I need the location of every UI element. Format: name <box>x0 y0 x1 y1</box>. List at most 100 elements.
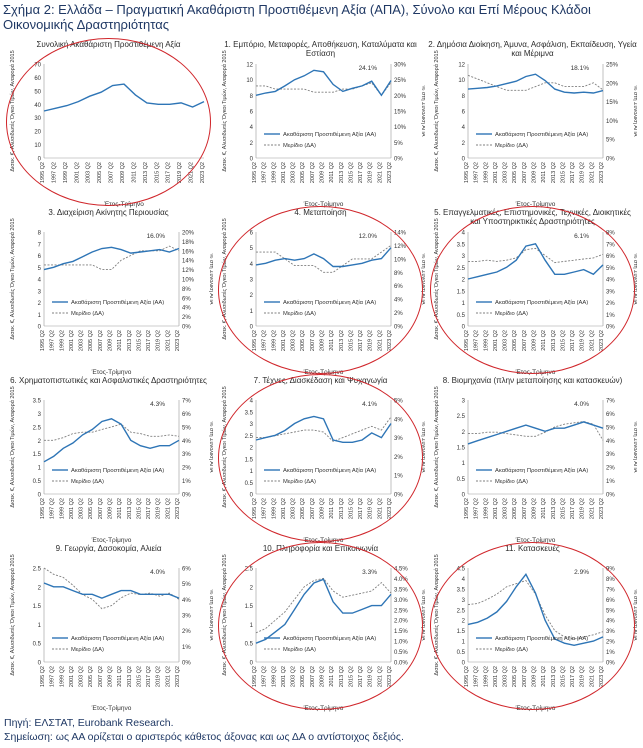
y2-tick-label: 14% <box>182 259 195 265</box>
y-tick-label: 2.5 <box>33 567 42 573</box>
share-annotation: 24.1% <box>359 65 378 72</box>
y-tick-label: 2 <box>38 301 42 307</box>
x-tick-label: 2021 Q2 <box>377 498 383 519</box>
y-tick-label: 0 <box>462 493 466 499</box>
x-tick-label: 2005 Q2 <box>512 330 518 351</box>
y-tick-label: 8 <box>462 94 466 100</box>
y2-tick-label: 30% <box>394 63 407 69</box>
y-tick-label: 3 <box>250 278 254 284</box>
x-tick-label: 2023 Q2 <box>175 330 181 351</box>
gva-series-line <box>255 415 392 443</box>
x-tick-label: 2011 Q2 <box>329 330 335 351</box>
gva-series-line <box>43 83 205 112</box>
chart-svg: 0 2 4 6 8 10 12 0% 5% 10% 15% 20% 25% 30% 1995 Q2 1997 … <box>221 50 425 208</box>
x-tick-label: 2007 Q2 <box>98 498 104 519</box>
gva-series-line <box>467 421 604 445</box>
x-tick-label: 2013 Q2 <box>339 330 345 351</box>
y2-tick-label: 20% <box>394 94 407 100</box>
gva-series-line <box>255 578 392 644</box>
y2-tick-label: 2% <box>394 311 403 317</box>
x-tick-label: 2011 Q2 <box>329 666 335 687</box>
legend-share-label: Μερίδιο (ΔΑ) <box>71 479 104 485</box>
y-tick-label: 1.5 <box>457 629 466 635</box>
x-tick-label: 2017 Q2 <box>146 666 152 687</box>
y-tick-label: 50 <box>34 89 41 95</box>
x-tick-label: 2001 Q2 <box>69 666 75 687</box>
x-tick-label: 2005 Q2 <box>512 498 518 519</box>
x-axis-label: Έτος-Τρίμηνο <box>103 200 144 208</box>
y-tick-label: 6 <box>462 110 466 116</box>
share-series-line <box>256 416 392 442</box>
x-tick-label: 2017 Q2 <box>570 330 576 351</box>
x-tick-label: 2015 Q2 <box>136 330 142 351</box>
y2-tick-label: 4% <box>182 598 191 604</box>
chart-title: Συνολική Ακαθάριστη Προστιθέμενη Αξία <box>36 40 181 49</box>
x-tick-label: 2017 Q2 <box>146 498 152 519</box>
y-tick-label: 1.5 <box>33 452 42 458</box>
y-axis-label: Δισεκ. €, Αλυσιδωτές Όγκοι Τιμών, Αναφορ… <box>221 50 228 171</box>
x-tick-label: 1997 Q2 <box>262 498 268 519</box>
y-tick-label: 10 <box>458 78 465 84</box>
y-tick-label: 2 <box>250 141 254 147</box>
legend-gva-label: Ακαθάριστη Προστιθέμενη Αξία (ΑΑ) <box>495 635 588 642</box>
y-tick-label: 3 <box>462 399 466 405</box>
x-tick-label: 1997 Q2 <box>474 498 480 519</box>
x-tick-label: 2023 Q2 <box>599 162 605 183</box>
x-tick-label: 2011 Q2 <box>541 666 547 687</box>
x-tick-label: 2015 Q2 <box>136 498 142 519</box>
share-annotation: 4.1% <box>362 401 377 408</box>
y2-axis-label: % στη Συνολική ΑΠΑ <box>208 590 213 641</box>
y-tick-label: 0.5 <box>33 479 42 485</box>
chart-panel-1: Συνολική Ακαθάριστη Προστιθέμενη Αξία 0 10… <box>4 38 213 208</box>
chart-title: 5. Επαγγελματικές, Επιστημονικές, Τεχνικ… <box>434 208 631 226</box>
x-tick-label: 2019 Q2 <box>580 330 586 351</box>
x-tick-label: 1999 Q2 <box>63 162 69 183</box>
y2-tick-label: 8% <box>394 271 403 277</box>
y2-tick-label: 1% <box>182 645 191 651</box>
y2-tick-label: 1% <box>606 313 615 319</box>
y2-tick-label: 2% <box>182 315 191 321</box>
chart-svg: 0 0.5 1 1.5 2 2.5 3 3.5 0% 1% 2% 3% 4% 5% 6% 7% 1995 Q2 1… <box>9 386 213 544</box>
x-tick-label: 1999 Q2 <box>483 498 489 519</box>
y2-tick-label: 10% <box>606 119 619 125</box>
y-tick-label: 12 <box>458 63 465 69</box>
y-tick-label: 4 <box>462 231 466 237</box>
x-tick-label: 2009 Q2 <box>532 162 538 183</box>
x-tick-label: 2001 Q2 <box>69 498 75 519</box>
x-tick-label: 2023 Q2 <box>599 666 605 687</box>
x-tick-label: 2007 Q2 <box>522 162 528 183</box>
x-axis-label: Έτος-Τρίμηνο <box>91 368 132 376</box>
y2-tick-label: 5% <box>606 425 615 431</box>
x-tick-label: 1997 Q2 <box>474 666 480 687</box>
x-tick-label: 2007 Q2 <box>98 330 104 351</box>
y-tick-label: 0 <box>462 325 466 331</box>
x-tick-label: 2019 Q2 <box>368 330 374 351</box>
x-tick-label: 2003 Q2 <box>291 162 297 183</box>
chart-svg: 0 1 2 3 4 5 6 0% 2% 4% 6% 8% 10% 12% 14% 1995 Q2 1997 Q2… <box>221 218 425 376</box>
share-annotation: 12.0% <box>359 233 378 240</box>
y-tick-label: 0 <box>462 661 466 667</box>
x-tick-label: 1997 Q2 <box>474 330 480 351</box>
y2-tick-label: 12% <box>182 268 195 274</box>
x-tick-label: 1995 Q2 <box>464 330 470 351</box>
x-tick-label: 1997 Q2 <box>51 162 57 183</box>
x-tick-label: 2017 Q2 <box>146 330 152 351</box>
x-axis-label: Έτος-Τρίμηνο <box>303 368 344 376</box>
y-tick-label: 1.5 <box>33 604 42 610</box>
y2-tick-label: 8% <box>606 577 615 583</box>
x-tick-label: 2001 Q2 <box>69 330 75 351</box>
legend-gva-label: Ακαθάριστη Προστιθέμενη Αξία (ΑΑ) <box>495 131 588 138</box>
y-tick-label: 0.5 <box>33 642 42 648</box>
x-tick-label: 2009 Q2 <box>320 666 326 687</box>
y-tick-label: 3.5 <box>245 410 254 416</box>
y-axis-label: Δισεκ. €, Αλυσιδωτές Όγκοι Τιμών, Αναφορ… <box>433 50 440 171</box>
x-tick-label: 2015 Q2 <box>348 162 354 183</box>
chart-svg: 0 0.5 1 1.5 2 2.5 0.0% 0.5% 1.0% 1.5% 2.0% 2.5% 3.0%… <box>221 554 425 712</box>
y2-tick-label: 0% <box>182 493 191 499</box>
x-axis-label: Έτος-Τρίμηνο <box>91 704 132 712</box>
x-tick-label: 2009 Q2 <box>532 330 538 351</box>
x-tick-label: 1995 Q2 <box>252 162 258 183</box>
x-tick-label: 2021 Q2 <box>589 162 595 183</box>
share-annotation: 4.3% <box>150 401 165 408</box>
x-tick-label: 1995 Q2 <box>464 666 470 687</box>
